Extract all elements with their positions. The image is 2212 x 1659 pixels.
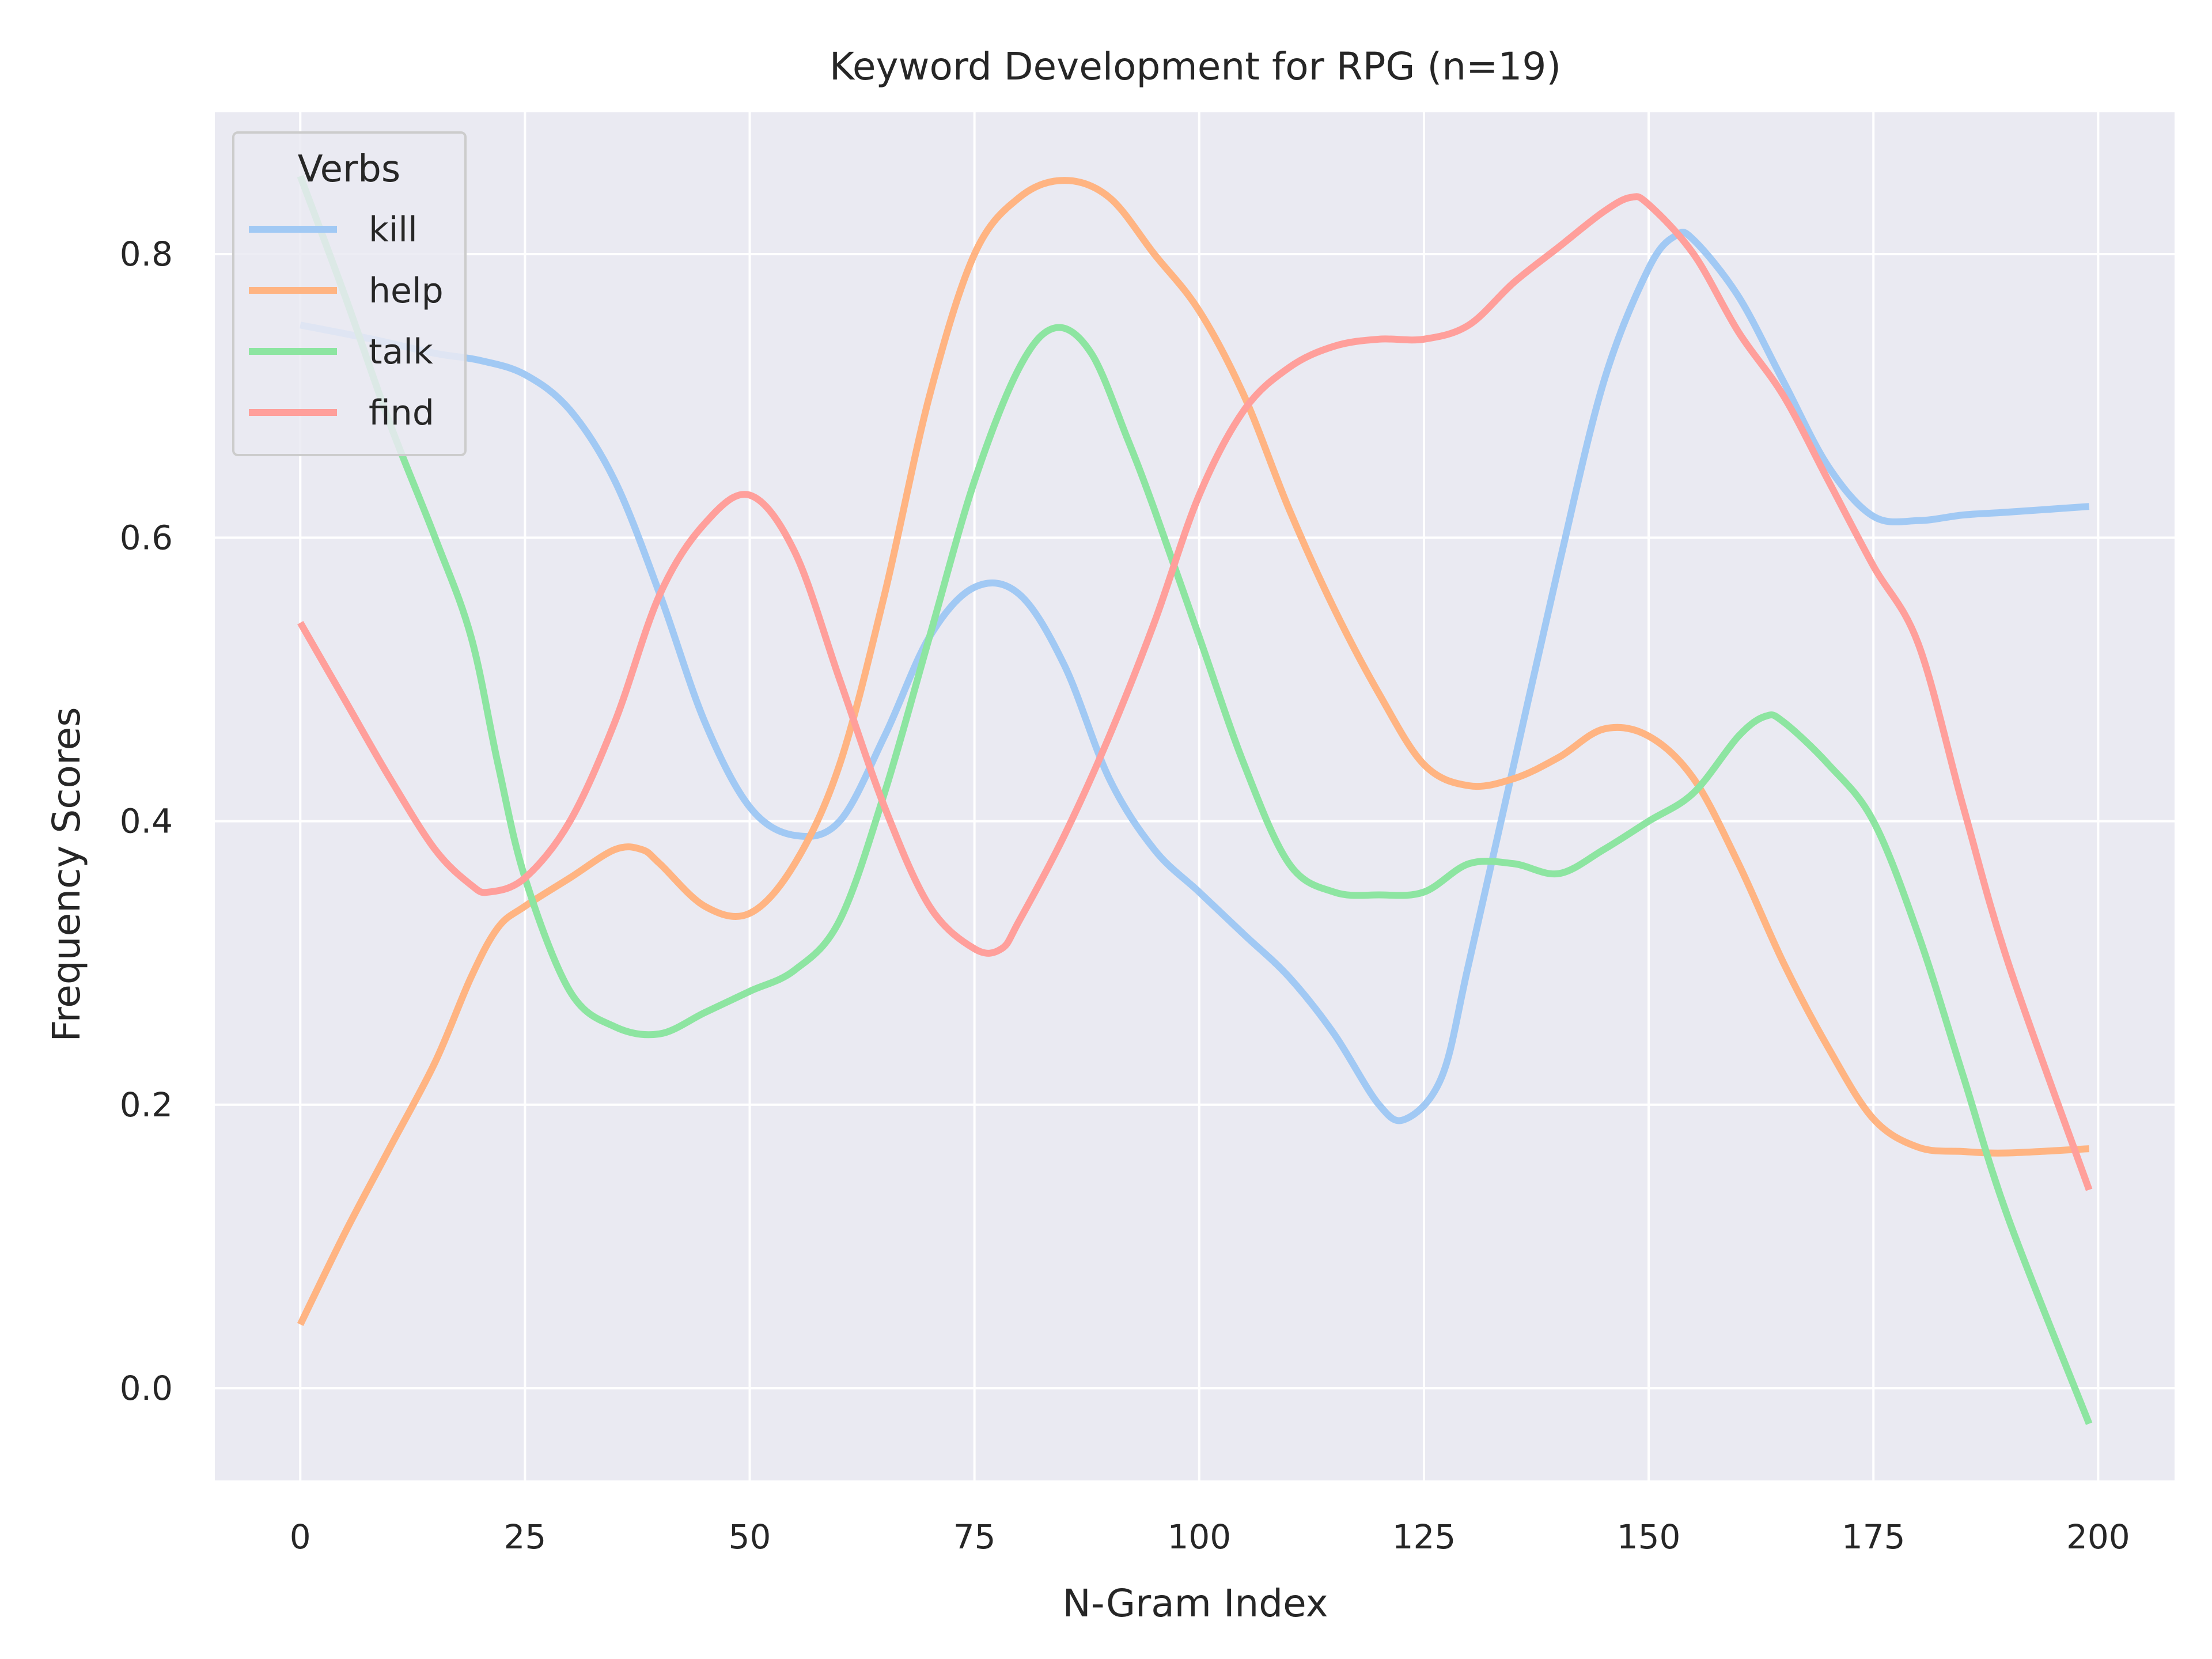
tick-labels: 0 25 50 75 100 125 150 175 200 0.0 0.2 0.4 0.6 0.8 xyxy=(120,234,2130,1556)
y-axis-label: Frequency Scores xyxy=(44,707,89,1041)
legend: Verbs kill help talk find xyxy=(232,131,467,456)
legend-label-kill: kill xyxy=(369,210,418,250)
legend-label-help: help xyxy=(369,271,444,311)
x-tick-label: 50 xyxy=(729,1517,771,1556)
legend-title: Verbs xyxy=(298,148,400,191)
x-tick-label: 175 xyxy=(1842,1517,1906,1556)
series-lines xyxy=(297,175,2093,1425)
legend-label-find: find xyxy=(369,393,434,433)
x-tick-label: 0 xyxy=(290,1517,311,1556)
legend-box xyxy=(232,131,467,456)
x-axis-label: N-Gram Index xyxy=(1062,1581,1328,1626)
x-tick-label: 200 xyxy=(2066,1517,2130,1556)
y-tick-label: 0.4 xyxy=(120,802,173,841)
y-tick-label: 0.2 xyxy=(120,1085,173,1124)
y-tick-label: 0.8 xyxy=(120,234,173,274)
x-tick-label: 125 xyxy=(1392,1517,1456,1556)
series-line-find xyxy=(297,193,2093,1191)
series-line-help xyxy=(297,177,2090,1326)
legend-label-talk: talk xyxy=(369,332,433,372)
x-tick-label: 100 xyxy=(1167,1517,1231,1556)
plot-area xyxy=(215,112,2175,1480)
y-tick-label: 0.0 xyxy=(120,1369,173,1408)
x-tick-label: 150 xyxy=(1617,1517,1681,1556)
y-tick-label: 0.6 xyxy=(120,518,173,557)
x-tick-label: 75 xyxy=(953,1517,996,1556)
x-tick-label: 25 xyxy=(503,1517,546,1556)
chart-title: Keyword Development for RPG (n=19) xyxy=(830,44,1561,89)
grid-lines xyxy=(215,112,2175,1480)
